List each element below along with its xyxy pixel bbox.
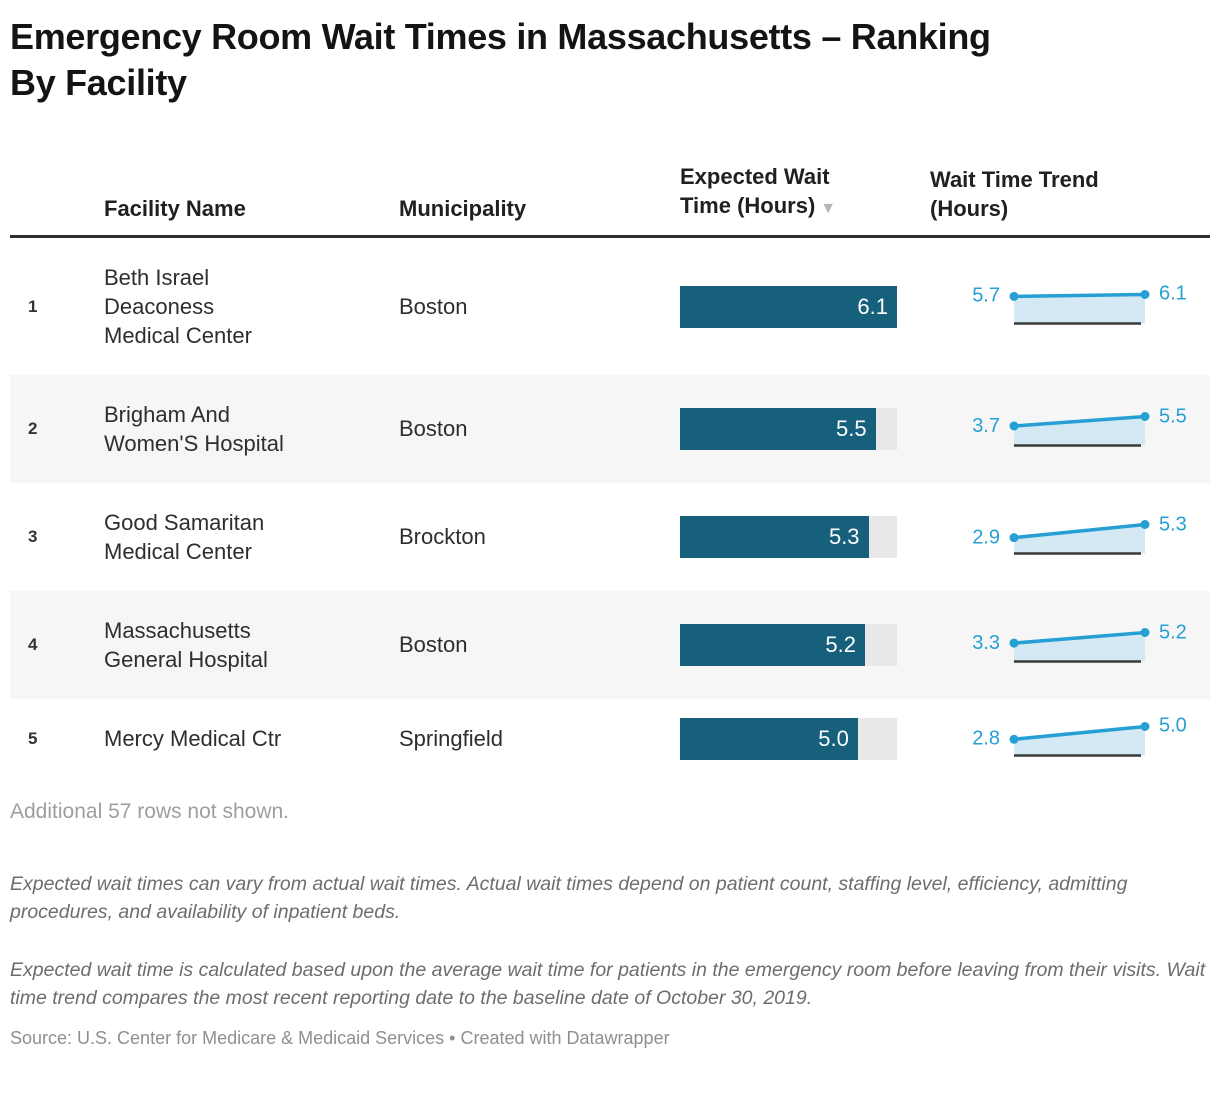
additional-rows-note: Additional 57 rows not shown. <box>10 800 289 823</box>
rank-cell: 4 <box>28 635 38 654</box>
column-header-facility[interactable]: Facility Name <box>104 196 246 221</box>
wait-time-bar: 5.5 <box>680 408 876 450</box>
column-header-wait[interactable]: Expected Wait Time (Hours) ▼ <box>680 162 930 223</box>
municipality-cell: Boston <box>399 632 468 657</box>
wait-time-bar: 6.1 <box>680 285 897 328</box>
table-row: 5 Mercy Medical Ctr Springfield 5.0 2.8 5.0 <box>10 699 1210 778</box>
trend-line <box>1013 630 1146 645</box>
table-row: 2 Brigham And Women'S Hospital Boston 5.5 3.… <box>10 375 1210 483</box>
note-paragraph: Expected wait times can vary from actual… <box>10 873 1128 923</box>
bar-track: 6.1 <box>680 285 897 328</box>
trend-line <box>1013 522 1146 540</box>
trend-end-dot <box>1140 721 1150 731</box>
trend-end-dot <box>1140 412 1150 421</box>
column-header-wait-label: Expected Wait Time (Hours) <box>680 164 830 218</box>
trend-start-dot <box>1009 638 1019 648</box>
source-line: Source: U.S. Center for Medicare & Medic… <box>10 1028 670 1048</box>
table-row: 4 Massachusetts General Hospital Boston 5.2… <box>10 591 1210 699</box>
rank-cell: 3 <box>28 527 38 546</box>
trend-sparkline <box>1009 412 1150 447</box>
wait-time-trend-cell: 2.9 5.3 <box>930 513 1210 559</box>
expected-wait-cell: 5.5 <box>680 408 930 450</box>
facility-name-cell: Beth Israel Deaconess Medical Center <box>104 265 252 348</box>
bar-track: 5.3 <box>680 516 897 558</box>
column-header-trend[interactable]: Wait Time Trend (Hours) <box>930 167 1099 221</box>
trend-start-value: 3.3 <box>972 631 1000 654</box>
trend-end-value: 5.3 <box>1159 513 1187 535</box>
wait-time-bar: 5.2 <box>680 624 865 666</box>
bar-value-label: 6.1 <box>857 293 888 319</box>
trend-sparkline <box>1009 628 1150 663</box>
rank-cell: 1 <box>28 296 38 316</box>
expected-wait-cell: 5.3 <box>680 516 930 558</box>
trend-start-dot <box>1009 291 1019 301</box>
bar-track: 5.5 <box>680 408 897 450</box>
table-header-row: Facility Name Municipality Expected Wait… <box>10 162 1210 238</box>
bar-track: 5.0 <box>680 717 897 760</box>
municipality-cell: Brockton <box>399 524 486 549</box>
trend-start-value: 3.7 <box>972 414 1000 437</box>
table-body: 1 Beth Israel Deaconess Medical Center Bos… <box>10 238 1210 778</box>
trend-end-value: 5.0 <box>1159 714 1187 737</box>
trend-start-dot <box>1009 734 1019 744</box>
wait-time-trend-cell: 3.3 5.2 <box>930 621 1210 667</box>
trend-area <box>1014 726 1145 755</box>
expected-wait-cell: 6.1 <box>680 285 930 328</box>
trend-end-value: 6.1 <box>1159 282 1187 305</box>
trend-sparkline <box>1009 289 1150 325</box>
trend-area <box>1014 632 1145 662</box>
note-paragraph: Expected wait time is calculated based u… <box>10 959 1206 1009</box>
facility-name-cell: Brigham And Women'S Hospital <box>104 402 284 456</box>
municipality-cell: Springfield <box>399 725 503 751</box>
bar-value-label: 5.5 <box>836 416 867 441</box>
trend-end-value: 5.2 <box>1159 621 1187 643</box>
trend-area <box>1014 294 1145 323</box>
municipality-cell: Boston <box>399 293 468 319</box>
table-row: 3 Good Samaritan Medical Center Brockton 5.… <box>10 483 1210 591</box>
bar-track: 5.2 <box>680 624 897 666</box>
wait-time-bar: 5.3 <box>680 516 869 558</box>
table-row: 1 Beth Israel Deaconess Medical Center Bos… <box>10 238 1210 375</box>
wait-time-trend-cell: 5.7 6.1 <box>930 282 1210 329</box>
wait-time-trend-cell: 2.8 5.0 <box>930 714 1210 761</box>
trend-end-dot <box>1140 520 1150 529</box>
trend-start-value: 5.7 <box>972 284 1000 307</box>
trend-start-value: 2.8 <box>972 727 1000 750</box>
notes-block: Expected wait times can vary from actual… <box>10 870 1210 1012</box>
facility-name-cell: Massachusetts General Hospital <box>104 618 268 672</box>
page-title: Emergency Room Wait Times in Massachuset… <box>10 16 991 103</box>
bar-value-label: 5.0 <box>818 725 849 751</box>
bar-value-label: 5.3 <box>828 524 860 549</box>
ranking-table: Facility Name Municipality Expected Wait… <box>10 162 1210 778</box>
trend-start-value: 2.9 <box>972 526 1000 549</box>
rank-cell: 2 <box>28 419 38 438</box>
expected-wait-cell: 5.2 <box>680 624 930 666</box>
trend-end-dot <box>1140 289 1150 299</box>
bar-value-label: 5.2 <box>825 632 856 657</box>
expected-wait-cell: 5.0 <box>680 717 930 760</box>
trend-sparkline <box>1009 520 1150 555</box>
trend-start-dot <box>1009 533 1019 543</box>
trend-start-dot <box>1009 421 1019 431</box>
trend-line <box>1013 292 1146 298</box>
rank-cell: 5 <box>28 728 38 748</box>
trend-sparkline <box>1009 721 1150 757</box>
wait-time-bar: 5.0 <box>680 717 858 760</box>
wait-time-trend-cell: 3.7 5.5 <box>930 405 1210 451</box>
trend-area <box>1014 524 1145 554</box>
facility-name-cell: Good Samaritan Medical Center <box>104 510 265 564</box>
municipality-cell: Boston <box>399 416 468 441</box>
trend-line <box>1013 414 1146 428</box>
column-header-municipality[interactable]: Municipality <box>399 196 527 221</box>
facility-name-cell: Mercy Medical Ctr <box>104 726 282 751</box>
sort-descending-icon[interactable]: ▼ <box>820 200 837 217</box>
trend-line <box>1013 724 1146 741</box>
trend-end-dot <box>1140 628 1150 637</box>
trend-end-value: 5.5 <box>1159 405 1187 427</box>
